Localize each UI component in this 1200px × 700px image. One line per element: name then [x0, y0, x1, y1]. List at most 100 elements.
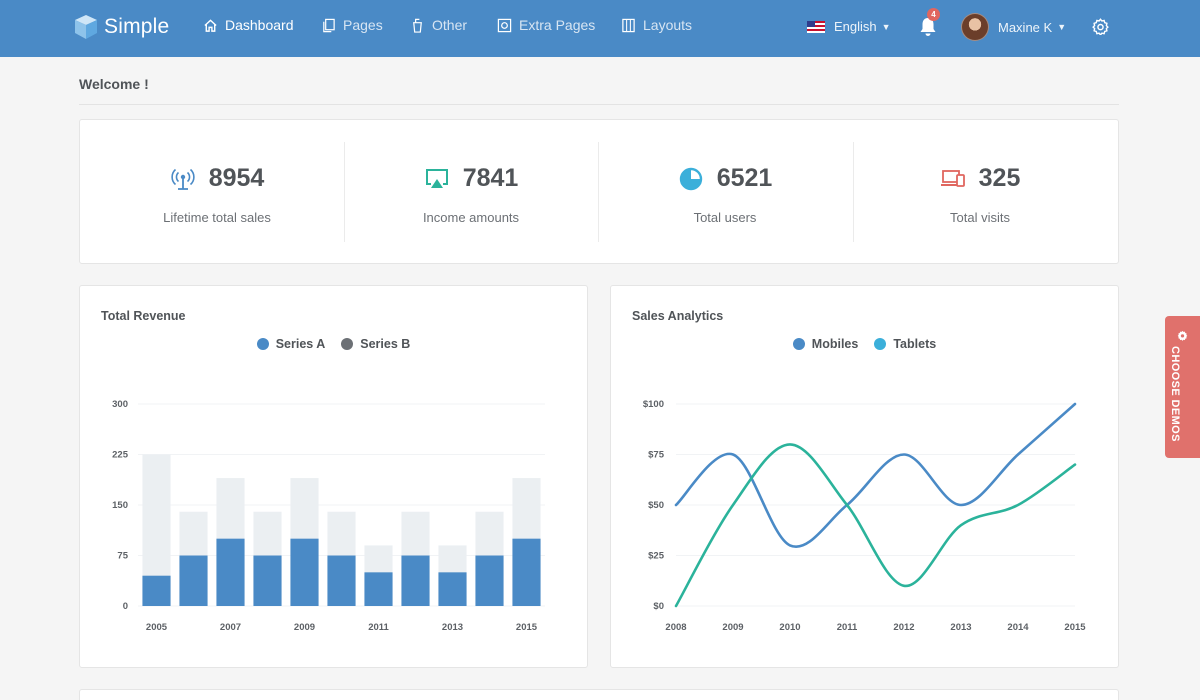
- x-tick-label: 2012: [893, 622, 914, 633]
- user-menu[interactable]: Maxine K ▼: [961, 13, 1066, 41]
- pie-icon: [679, 167, 702, 190]
- top-navbar: Simple Dashboard Pages Other Extra Pages…: [0, 0, 1200, 57]
- y-tick-label: $0: [653, 601, 664, 612]
- nav-pages[interactable]: Pages: [321, 17, 383, 33]
- legend-label: Series B: [360, 337, 411, 351]
- stat-value: 7841: [462, 164, 519, 192]
- x-tick-label: 2005: [146, 622, 168, 633]
- gear-icon[interactable]: [1092, 18, 1109, 35]
- chevron-down-icon: ▼: [881, 21, 891, 32]
- bar-series-a: [142, 575, 171, 606]
- x-tick-label: 2014: [1007, 622, 1029, 633]
- nav-label: Dashboard: [225, 17, 294, 33]
- legend-dot: [792, 338, 805, 350]
- stat-label: Total users: [693, 210, 757, 225]
- x-tick-label: 2010: [779, 622, 800, 633]
- bar-series-a: [179, 555, 208, 606]
- y-tick-label: 300: [112, 399, 128, 410]
- devices-icon: [940, 169, 965, 187]
- stats-card: 8954 Lifetime total sales 7841 Income am…: [79, 119, 1119, 264]
- legend-label: Mobiles: [811, 337, 859, 351]
- y-tick-label: 75: [117, 551, 128, 562]
- stat-lifetime-sales: 8954 Lifetime total sales: [90, 120, 344, 265]
- bar-series-a: [253, 555, 282, 606]
- extra-pages-icon: [497, 18, 512, 32]
- bar-series-a: [401, 555, 430, 606]
- broadcast-icon: [171, 168, 195, 190]
- x-tick-label: 2013: [442, 622, 463, 633]
- stat-label: Total visits: [950, 210, 1010, 225]
- bottom-card: [79, 689, 1119, 700]
- stat-total-users: 6521 Total users: [598, 120, 852, 265]
- nav-dashboard[interactable]: Dashboard: [203, 17, 294, 33]
- bar-series-a: [364, 572, 393, 606]
- x-tick-label: 2011: [368, 622, 389, 633]
- legend-tablets[interactable]: Tablets: [874, 337, 936, 351]
- legend-dot: [341, 338, 354, 350]
- home-icon: [204, 18, 217, 32]
- y-tick-label: 225: [112, 450, 129, 461]
- y-tick-label: $25: [648, 551, 665, 562]
- brand-name: Simple: [104, 15, 170, 38]
- chevron-down-icon: ▼: [1057, 22, 1067, 32]
- x-tick-label: 2015: [516, 622, 538, 633]
- nav-label: Other: [432, 17, 468, 33]
- y-tick-label: $75: [648, 450, 665, 461]
- legend-label: Series A: [275, 337, 326, 351]
- airplay-icon: [425, 168, 448, 188]
- x-tick-label: 2009: [294, 622, 315, 633]
- stat-divider: [598, 142, 599, 242]
- bucket-icon: [413, 18, 422, 33]
- legend-label: Tablets: [893, 337, 937, 351]
- layouts-icon: [622, 18, 635, 32]
- language-dropdown[interactable]: English ▼: [807, 19, 891, 34]
- notification-badge: 4: [927, 8, 940, 21]
- bell-icon[interactable]: [918, 16, 938, 38]
- legend-mobiles[interactable]: Mobiles: [792, 337, 859, 351]
- nav-label: Layouts: [643, 17, 693, 33]
- user-name: Maxine K: [998, 19, 1053, 35]
- y-tick-label: $100: [643, 399, 664, 410]
- sales-line-chart: $0 $25 $50 $75 $100 2008 2009 2010 2011 2012 2013 2…: [643, 399, 1086, 633]
- bar-series-a: [512, 538, 541, 606]
- x-tick-label: 2009: [722, 622, 743, 633]
- sales-analytics-card: Sales Analytics Mobiles Tablets $0 $25 $50…: [610, 285, 1119, 668]
- x-tick-label: 2011: [837, 622, 858, 633]
- pages-icon: [323, 18, 335, 32]
- line-series-mobiles: [674, 402, 1077, 549]
- stat-total-visits: 325 Total visits: [853, 120, 1107, 265]
- stat-divider: [344, 142, 345, 242]
- nav-extra-pages[interactable]: Extra Pages: [497, 17, 595, 33]
- stat-label: Lifetime total sales: [163, 210, 271, 225]
- nav-other[interactable]: Other: [410, 17, 467, 33]
- bar-series-a: [438, 572, 467, 606]
- stat-value: 6521: [716, 164, 773, 192]
- choose-demos-tab[interactable]: CHOOSE DEMOS: [1165, 316, 1200, 458]
- avatar: [961, 13, 989, 41]
- page-title: Welcome !: [79, 76, 149, 92]
- x-tick-label: 2015: [1064, 622, 1086, 633]
- brand-logo[interactable]: Simple: [74, 14, 169, 40]
- y-tick-label: 150: [112, 500, 128, 511]
- legend-dot: [256, 338, 269, 350]
- revenue-bar-chart: 0 75 150 225 300 2005 2007 2009 2011 2013 2015: [112, 399, 545, 633]
- card-title: Total Revenue: [101, 309, 186, 323]
- line-series-tablets: [674, 443, 1077, 608]
- bar-series-a: [216, 538, 245, 606]
- legend-series-a[interactable]: Series A: [256, 337, 326, 351]
- bar-series-a: [475, 555, 504, 606]
- language-label: English: [834, 19, 877, 34]
- nav-label: Extra Pages: [519, 17, 596, 33]
- card-title: Sales Analytics: [632, 309, 724, 323]
- total-revenue-card: Total Revenue Series A Series B 0 75 150 22…: [79, 285, 588, 668]
- legend-series-b[interactable]: Series B: [341, 337, 410, 351]
- bar-series-a: [327, 555, 356, 606]
- x-tick-label: 2008: [665, 622, 686, 633]
- chart-legend: Series A Series B: [80, 337, 587, 351]
- stat-value: 8954: [208, 164, 265, 192]
- legend-dot: [874, 338, 887, 350]
- stat-value: 325: [978, 164, 1021, 192]
- cube-icon: [75, 15, 97, 39]
- nav-layouts[interactable]: Layouts: [621, 17, 692, 33]
- y-tick-label: 0: [123, 601, 128, 612]
